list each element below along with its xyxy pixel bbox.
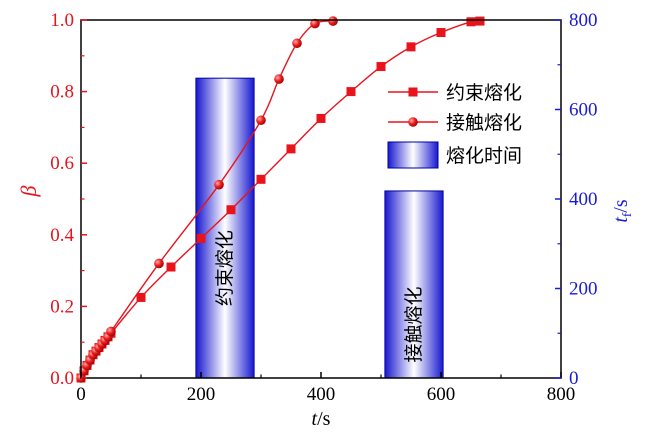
markers-layer [76,16,485,383]
series-0-point-19 [376,62,386,72]
series-1-point-17 [328,16,338,26]
series-0-point-20 [406,42,416,52]
legend-label-2: 熔化时间 [446,145,522,167]
axes-layer: 0 200 400 600 800 t/s 0.0 0.2 0.4 0.6 0.8 1.0 β 0 200 4… [16,10,634,430]
series-0-point-21 [436,28,446,38]
x-tick-label-2: 400 [307,384,336,405]
y-left-tick-label-3: 0.6 [50,153,74,174]
legend-label-1: 接触熔化 [446,112,522,134]
series-0-point-11 [136,292,146,302]
y-left-axis-label: β [16,185,41,197]
series-1-point-12 [214,179,224,190]
y-right-tick-label-2: 400 [569,189,598,210]
x-axis-label: t/s [312,408,331,430]
legend-label-0: 约束熔化 [446,82,522,104]
y-left-tick-label-1: 0.2 [50,296,74,317]
series-1-point-15 [292,38,302,49]
legend-marker-1 [408,117,418,127]
y-left-tick-label-0: 0.0 [50,368,74,389]
series-0-point-13 [196,233,206,243]
series-1-point-14 [274,74,284,84]
series-0-point-12 [166,262,176,272]
legend-marker-0 [408,87,418,97]
x-tick-label-3: 600 [427,384,456,405]
bar-0 [195,77,255,379]
series-0-point-22 [466,17,476,27]
series-0-point-18 [346,87,356,97]
series-0-point-17 [316,113,326,123]
bar-label-0: 约束熔化 [214,230,236,306]
x-tick-label-0: 0 [76,384,86,405]
series-1-point-16 [310,18,320,29]
bar-1 [384,190,444,379]
series-0-point-14 [226,205,236,215]
series-0-point-23 [475,16,485,26]
bar-label-1: 接触熔化 [403,286,425,362]
series-1-point-13 [256,115,266,126]
series-1-point-11 [154,258,164,269]
series-1-point-10 [106,326,116,337]
y-right-tick-label-3: 600 [569,100,598,121]
y-left-tick-label-2: 0.4 [50,225,74,246]
series-0-point-15 [256,174,266,184]
y-right-tick-label-0: 0 [569,368,579,389]
y-left-tick-label-5: 1.0 [50,10,74,31]
legend-marker-2 [387,141,439,169]
y-right-tick-label-1: 200 [569,279,598,300]
plot-frame [80,19,562,379]
series-0-point-16 [286,144,296,154]
y-right-tick-label-4: 800 [569,10,598,31]
y-right-axis-label: tf/s [610,199,634,222]
x-tick-label-4: 800 [547,384,576,405]
y-left-tick-label-4: 0.8 [50,82,74,103]
x-tick-label-1: 200 [187,384,216,405]
